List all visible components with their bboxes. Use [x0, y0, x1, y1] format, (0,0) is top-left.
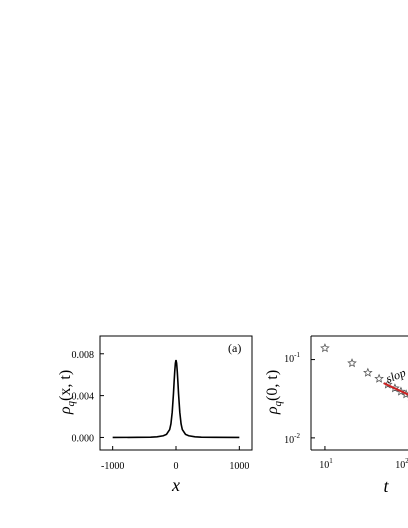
- panel-b-y-label-sub: q: [272, 400, 284, 406]
- panel-a: 0.000 0.004 0.008 -1000 0 1000 (a) x ρq(x, t…: [57, 335, 253, 495]
- panel-b: slop 10-1 10-2 101 102 t ρq(0, t): [264, 335, 408, 496]
- panel-a-y-tick-label: 0.008: [72, 350, 95, 361]
- panel-a-x-axis-label: x: [171, 475, 180, 495]
- panel-b-y-axis-label-text: ρq(0, t): [264, 370, 284, 415]
- panel-b-star-marker: [363, 367, 373, 377]
- panel-a-y-tick-label: 0.004: [72, 392, 95, 403]
- panel-b-y-tick-label-1e-1: 10-1: [284, 351, 300, 365]
- panel-b-y-label-base: ρ: [264, 406, 281, 415]
- panel-b-x-axis-label: t: [383, 476, 389, 496]
- panel-a-y-tick-label: 0.000: [72, 433, 95, 444]
- panel-a-x-tick-label: -1000: [101, 461, 124, 472]
- panel-b-x-tick-label-1e1: 101: [319, 457, 333, 471]
- panel-b-slope-annotation: slop: [384, 365, 408, 385]
- panel-a-y-label-base: ρ: [57, 406, 74, 415]
- panel-b-fit-line: [383, 382, 408, 396]
- panel-a-x-ticks: -1000 0 1000: [101, 446, 249, 472]
- panel-a-density-curve: [112, 359, 240, 439]
- panel-a-y-ticks: 0.000 0.004 0.008: [72, 350, 104, 444]
- panel-b-y-label-args: (0, t): [264, 370, 281, 401]
- panel-a-y-label-sub: q: [65, 400, 77, 406]
- panel-b-star-marker: [347, 358, 357, 368]
- panel-a-y-axis-label-text: ρq(x, t): [57, 370, 77, 415]
- panel-b-ticks: [311, 359, 326, 450]
- panel-b-y-tick-label-1e-2: 10-2: [284, 432, 300, 446]
- panel-a-y-label-args: (x, t): [57, 370, 74, 401]
- panel-b-star-marker: [374, 373, 384, 383]
- panel-b-y-axis-label: ρq(0, t): [264, 370, 284, 415]
- panel-b-star-marker: [320, 343, 330, 353]
- panel-a-label: (a): [228, 341, 241, 355]
- panel-a-y-axis-label: ρq(x, t): [57, 370, 77, 415]
- panel-a-x-tick-label: 1000: [229, 461, 249, 472]
- panel-b-x-tick-label-1e2: 102: [395, 457, 408, 471]
- panel-a-x-tick-label: 0: [174, 461, 179, 472]
